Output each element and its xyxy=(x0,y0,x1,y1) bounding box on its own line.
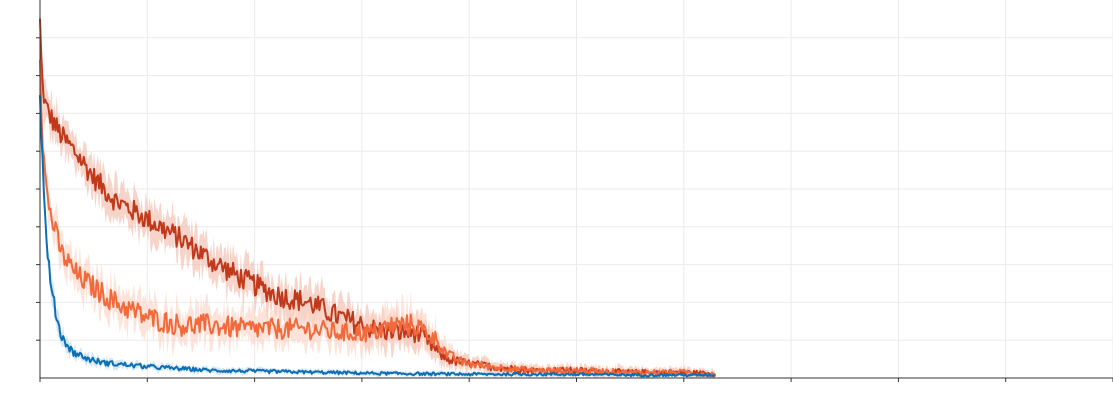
axes xyxy=(36,0,1113,382)
series-3-line xyxy=(39,94,716,378)
series-2-line xyxy=(39,59,716,378)
series-lines xyxy=(39,18,716,378)
